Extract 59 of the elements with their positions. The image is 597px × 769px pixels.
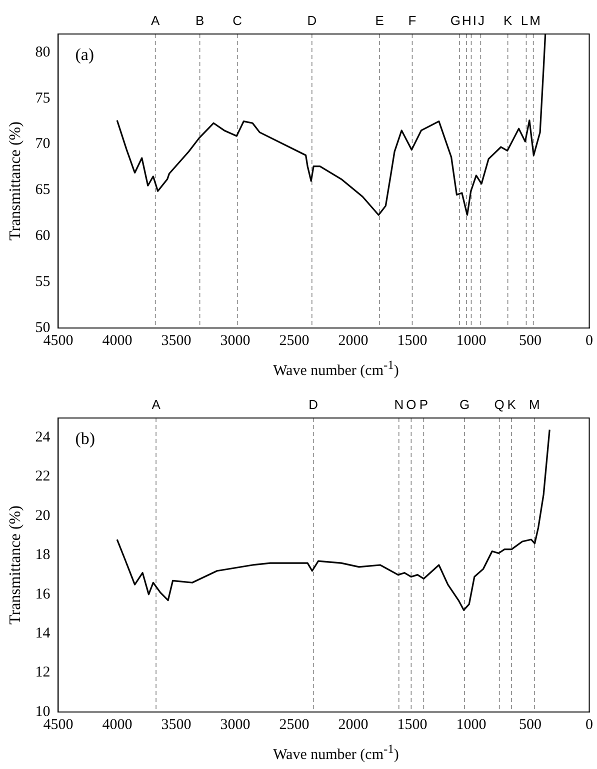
y-axis-title: Transmittance (%) [6,122,24,240]
ref-line-label: D [308,397,318,412]
ref-line-label: G [450,13,460,28]
ref-line-label: K [503,13,512,28]
y-tick-label: 60 [35,228,50,244]
x-axis-title: Wave number (cm$^{-1}$) [272,742,400,764]
ref-line-label: E [375,13,384,28]
x-tick-label: 2000 [338,716,368,733]
x-tick-label: 3500 [161,332,192,349]
y-tick-label: 16 [35,586,51,602]
y-tick-label: 12 [35,664,50,681]
y-tick-label: 14 [35,626,51,642]
ref-line-label: Q [494,397,504,412]
ref-line-label: H [462,13,472,28]
x-tick-label: 3000 [220,332,250,349]
x-tick-label: 1500 [397,716,428,733]
ref-line-label: G [459,397,470,412]
ref-line-label: P [419,397,428,412]
x-tick-label: 2500 [279,332,310,349]
y-tick-label: 70 [35,136,50,152]
x-tick-label: 1000 [456,332,486,349]
ref-line-label: I [472,13,476,28]
ref-line-label: C [232,13,242,28]
x-axis-title: Wave number (cm$^{-1}$) [272,358,400,380]
x-tick-label: 500 [518,332,542,349]
ref-line-label: M [530,13,540,28]
y-tick-label: 75 [35,90,50,106]
ref-line-label: B [195,13,204,28]
x-tick-label: 1000 [456,716,486,733]
ref-line-label: L [520,13,528,28]
x-tick-label: 1500 [397,332,428,349]
ref-line-label: A [152,397,161,412]
y-tick-label: 55 [35,274,50,290]
annotation: (a) [75,44,94,64]
y-tick-label: 24 [35,430,51,446]
ref-line-label: F [408,13,416,28]
y-tick-label: 18 [35,547,50,564]
x-tick-label: 4000 [102,332,132,349]
x-tick-label: 3500 [161,716,192,733]
x-tick-label: 2500 [279,716,310,733]
x-tick-label: 4000 [102,716,132,733]
ref-line-label: J [478,13,484,28]
x-tick-label: 3000 [220,716,250,733]
ref-line-label: A [150,13,160,28]
ref-line-label: M [528,397,540,412]
y-tick-label: 22 [35,468,50,485]
ref-line-label: K [507,397,516,412]
ref-line-label: O [406,397,416,412]
y-tick-label: 65 [35,182,50,198]
x-tick-label: 0 [586,332,593,349]
y-tick-label: 20 [35,508,50,524]
annotation: (b) [75,428,96,448]
x-tick-label: 2000 [338,332,368,349]
ref-line-label: D [307,13,317,28]
y-axis-title: Transmittance (%) [6,506,24,624]
x-tick-label: 0 [586,716,593,733]
ref-line-label: N [394,397,404,412]
y-tick-label: 80 [35,44,50,60]
x-tick-label: 500 [518,716,542,733]
